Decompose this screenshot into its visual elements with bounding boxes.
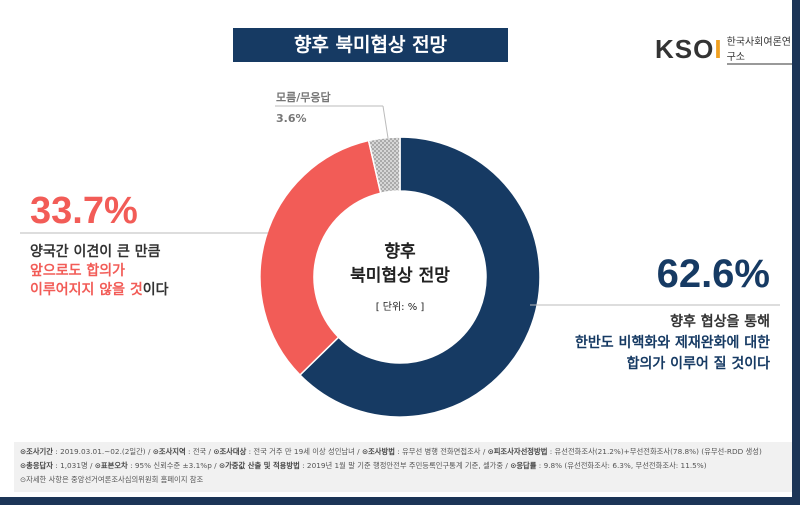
footnote-item: ⊙총응답자 : 1,031명 / bbox=[20, 461, 95, 470]
positive-desc-1: 향후 협상을 통해 bbox=[670, 314, 770, 330]
positive-value: 62.6% bbox=[656, 252, 770, 296]
dontknow-value: 3.6% bbox=[276, 112, 307, 125]
unit-note: [ 단위: % ] bbox=[375, 302, 425, 313]
ksoi-logo: KSOI 한국사회여론연구소 bbox=[655, 33, 792, 65]
logo-name: 한국사회여론연구소 bbox=[726, 33, 792, 65]
footnote-item: ⊙피조사자선정방법 : 유선전화조사(21.2%)+무선전화조사(78.8%) … bbox=[487, 447, 762, 456]
slice-negative bbox=[259, 139, 382, 377]
dontknow-label: 모름/무응답 bbox=[276, 91, 331, 104]
negative-desc-1: 양국간 이견이 큰 만큼 bbox=[30, 244, 161, 260]
footnote-line3: 자세한 사항은 중앙선거여론조사심의위원회 홈페이지 참조 bbox=[26, 475, 204, 484]
footnote: ⊙조사기간 : 2019.03.01.~02.(2일간) / ⊙조사지역 : 전… bbox=[14, 442, 792, 492]
negative-desc-3: 이루어지지 않을 것 bbox=[30, 282, 143, 298]
donut-chart bbox=[20, 105, 780, 418]
page-title: 향후 북미협상 전망 bbox=[233, 28, 508, 62]
slice-dontknow bbox=[367, 136, 401, 195]
footnote-item: ⊙응답률 : 9.8% (유선전화조사: 6.3%, 무선전화조사: 11.5%… bbox=[510, 461, 707, 470]
footnote-item: ⊙가중값 산출 및 적용방법 : 2019년 1월 말 기준 행정안전부 주민등… bbox=[218, 461, 511, 470]
positive-desc-3: 합의가 이루어 질 것이다 bbox=[626, 356, 770, 372]
footnote-item: ⊙조사방법 : 유무선 병행 전화면접조사 / bbox=[361, 447, 488, 456]
footnote-item: ⊙조사지역 : 전국 / bbox=[152, 447, 214, 456]
center-line1: 향후 bbox=[384, 242, 416, 262]
panel: 향후 북미협상 전망 KSOI 한국사회여론연구소 향후 북미협상 전망 [ 단위… bbox=[0, 0, 792, 497]
positive-desc-2: 한반도 비핵화와 제재완화에 대한 bbox=[575, 335, 770, 351]
footnote-item: ⊙조사기간 : 2019.03.01.~02.(2일간) / bbox=[20, 447, 153, 456]
negative-desc-2: 앞으로도 합의가 bbox=[30, 263, 126, 279]
center-line2: 북미협상 전망 bbox=[350, 266, 450, 286]
negative-desc-4: 이다 bbox=[142, 282, 169, 298]
slice-positive bbox=[298, 136, 541, 418]
footnote-item: ⊙표본오차 : 95% 신뢰수준 ±3.1%p / bbox=[94, 461, 219, 470]
negative-value: 33.7% bbox=[30, 190, 138, 232]
footnote-item: ⊙조사대상 : 전국 거주 만 19세 이상 성인남녀 / bbox=[213, 447, 362, 456]
